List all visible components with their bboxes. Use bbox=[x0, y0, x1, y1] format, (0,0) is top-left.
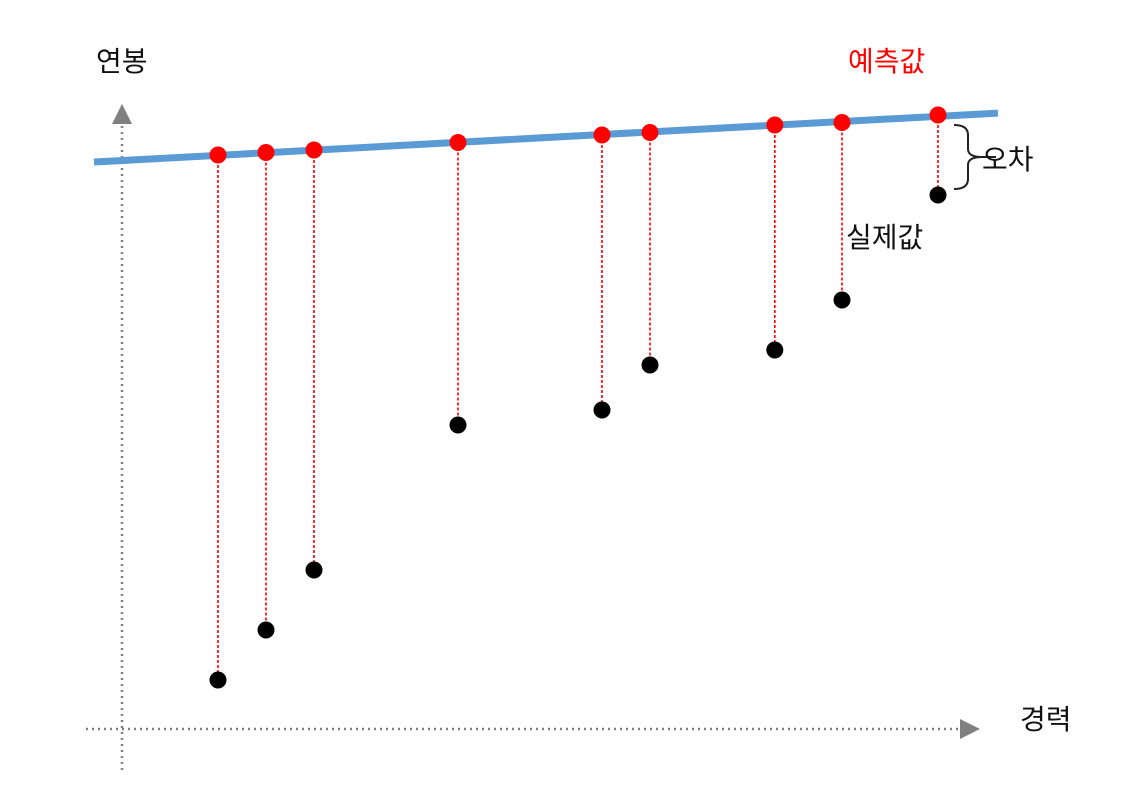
x-axis-label: 경력 bbox=[1020, 703, 1072, 736]
actual-point-9 bbox=[929, 186, 947, 204]
predicted-point-1 bbox=[209, 146, 227, 164]
actual-point-6 bbox=[641, 356, 659, 374]
error-label: 오차 bbox=[982, 143, 1034, 176]
predicted-value-label: 예측값 bbox=[848, 45, 926, 78]
actual-point-2 bbox=[257, 621, 275, 639]
actual-point-7 bbox=[766, 341, 784, 359]
predicted-point-7 bbox=[766, 116, 784, 134]
actual-point-4 bbox=[449, 416, 467, 434]
error-brace bbox=[953, 124, 983, 190]
predicted-point-2 bbox=[257, 144, 275, 161]
actual-point-8 bbox=[833, 291, 851, 309]
actual-point-3 bbox=[305, 561, 323, 579]
actual-point-5 bbox=[593, 401, 611, 419]
predicted-point-3 bbox=[305, 141, 323, 159]
actual-value-label: 실제값 bbox=[846, 221, 924, 254]
predicted-point-8 bbox=[833, 114, 851, 131]
predicted-point-4 bbox=[449, 134, 467, 151]
regression-line bbox=[93, 109, 999, 166]
actual-point-1 bbox=[209, 671, 227, 689]
predicted-point-5 bbox=[593, 126, 611, 144]
predicted-point-9 bbox=[929, 106, 947, 124]
y-axis-label: 연봉 bbox=[96, 45, 148, 78]
predicted-point-6 bbox=[641, 124, 659, 141]
